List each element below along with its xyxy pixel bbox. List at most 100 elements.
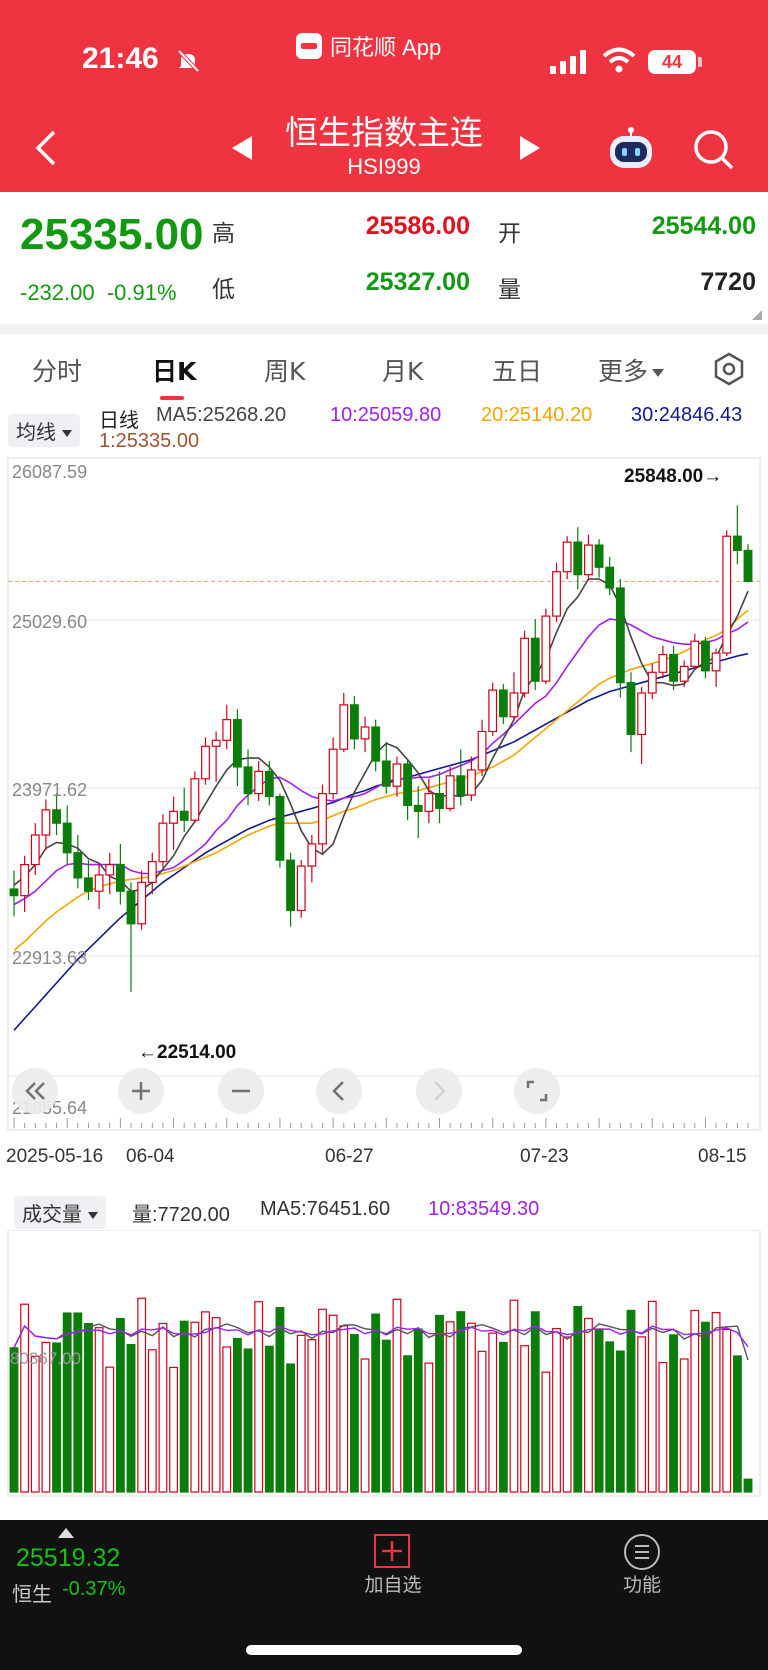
volume-bar [552, 1327, 561, 1493]
candle-body [711, 652, 721, 672]
candle-body [264, 770, 274, 798]
volume-bar [349, 1334, 359, 1493]
candle-body [530, 637, 540, 682]
scroll-back-button[interactable] [12, 1068, 58, 1114]
candle-body [190, 778, 200, 821]
volume-bar [637, 1336, 647, 1493]
minus-icon [232, 1089, 250, 1093]
volume-dropdown-label: 成交量 [22, 1202, 82, 1226]
volume-bar [722, 1328, 732, 1493]
volume-ma10-line [13, 1324, 749, 1349]
ma20-line [13, 609, 749, 952]
back-icon[interactable] [32, 128, 62, 168]
volume-bar [20, 1303, 30, 1493]
volume-bar [530, 1311, 540, 1493]
tab-five-day[interactable]: 五日 [492, 357, 543, 386]
period-tabs: 分时 日K 周K 月K 五日 更多 [0, 334, 768, 402]
candle-body [94, 874, 104, 892]
next-contract-icon[interactable] [520, 136, 540, 160]
volume-label: 量 [498, 277, 521, 303]
candle-body [318, 792, 327, 845]
volume-bar [307, 1339, 317, 1493]
indicator-dropdown[interactable]: 均线 [8, 414, 80, 447]
candle-body [732, 535, 742, 552]
volume-bar [562, 1336, 572, 1493]
move-right-button[interactable] [416, 1068, 462, 1114]
menu-icon[interactable] [624, 1534, 660, 1570]
volume-bar [318, 1308, 327, 1493]
expand-up-icon[interactable] [58, 1528, 74, 1538]
candle-body [296, 865, 306, 912]
ma5-label: MA5:25268.20 [156, 404, 287, 426]
zoom-in-button[interactable] [118, 1068, 164, 1114]
x-tick-label: 06-27 [325, 1146, 374, 1164]
volume-bar [126, 1344, 136, 1493]
candle-body [243, 766, 253, 795]
add-watchlist-icon[interactable] [374, 1534, 410, 1568]
volume-bar [435, 1314, 444, 1493]
zoom-out-button[interactable] [218, 1068, 264, 1114]
functions-label[interactable]: 功能 [622, 1574, 661, 1596]
volume-bar [445, 1321, 455, 1493]
ma30-label: 30:24846.43 [631, 404, 743, 426]
settings-icon[interactable] [712, 352, 746, 386]
home-indicator [246, 1645, 522, 1655]
hsi-index-name: 恒生 [12, 1582, 52, 1606]
candle-body [488, 689, 498, 733]
candle-body [594, 544, 604, 568]
tab-more-label: 更多 [598, 357, 649, 386]
candle-body [211, 739, 221, 747]
ai-assistant-icon[interactable] [606, 126, 656, 170]
tab-intraday[interactable]: 分时 [32, 357, 83, 386]
candle-body [381, 760, 391, 787]
y-tick-label: 25029.60 [12, 612, 87, 632]
candle-body [520, 637, 530, 694]
volume-bar [701, 1321, 710, 1493]
chevron-down-icon [62, 430, 72, 437]
tab-monthly-k[interactable]: 月K [382, 357, 424, 386]
tab-weekly-k[interactable]: 周K [264, 357, 306, 386]
volume-bar [52, 1342, 61, 1493]
chevron-down-icon [652, 369, 665, 377]
candle-body [222, 719, 232, 741]
hsi-index-value[interactable]: 25519.32 [16, 1544, 121, 1572]
tab-daily-k[interactable]: 日K [152, 357, 197, 386]
tab-more[interactable]: 更多 [598, 352, 665, 388]
max-price-annotation: 25848.00→ [624, 466, 722, 487]
bell-muted-icon [177, 49, 200, 73]
volume-bar [371, 1313, 381, 1493]
volume-bar [456, 1311, 466, 1493]
fullscreen-button[interactable] [514, 1068, 560, 1114]
volume-chart[interactable]: 80367.00 [0, 1230, 768, 1500]
volume-indicator-dropdown[interactable]: 成交量 [14, 1196, 106, 1229]
expand-corner-icon[interactable] [752, 310, 762, 320]
move-left-button[interactable] [316, 1068, 362, 1114]
candle-body [254, 770, 264, 795]
candle-body [498, 689, 508, 718]
candle-body [371, 726, 381, 762]
volume-bar [573, 1305, 583, 1493]
volume-bar [30, 1355, 40, 1493]
volume-bar [84, 1323, 93, 1493]
volume-bar [605, 1341, 615, 1493]
candlesticks [9, 505, 753, 992]
add-watchlist-label[interactable]: 加自选 [364, 1574, 422, 1596]
open-label: 开 [498, 221, 521, 247]
volume-axis-label: 80367.00 [10, 1349, 81, 1368]
volume-bar [62, 1312, 72, 1493]
volume-bar [232, 1337, 242, 1493]
volume-bar [509, 1299, 519, 1493]
x-tick-label: 06-04 [126, 1146, 175, 1164]
y-tick-label: 22913.63 [12, 948, 87, 968]
candle-body [307, 843, 317, 867]
candle-body [339, 704, 349, 750]
candle-body [105, 863, 115, 876]
candle-body [275, 795, 285, 861]
volume-bar [679, 1358, 689, 1493]
search-icon[interactable] [692, 128, 734, 170]
candle-body [509, 692, 519, 718]
kline-chart[interactable]: 26087.59 25029.60 23971.62 22913.63 2185… [0, 456, 768, 1164]
volume-bar [669, 1334, 678, 1493]
prev-contract-icon[interactable] [232, 136, 252, 160]
ma5-line [13, 578, 749, 893]
